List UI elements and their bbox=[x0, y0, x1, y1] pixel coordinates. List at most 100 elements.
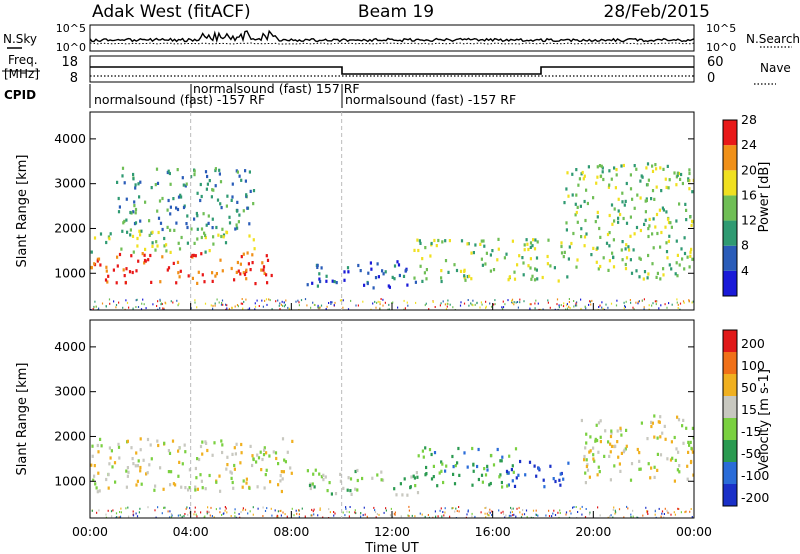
data-cell bbox=[646, 183, 649, 187]
data-cell bbox=[602, 177, 605, 182]
colorbar-tick-label: 24 bbox=[741, 137, 757, 152]
data-cell bbox=[118, 456, 121, 460]
colorbar-swatch bbox=[723, 270, 737, 296]
data-cell bbox=[106, 280, 109, 284]
data-cell bbox=[210, 304, 212, 307]
cpid-label: CPID bbox=[4, 88, 36, 102]
data-cell bbox=[172, 301, 174, 304]
data-cell bbox=[667, 239, 670, 243]
data-cell bbox=[425, 465, 428, 470]
data-cell bbox=[155, 167, 159, 171]
data-cell bbox=[580, 227, 583, 231]
data-cell bbox=[686, 477, 689, 481]
data-cell bbox=[659, 435, 662, 439]
data-cell bbox=[547, 299, 549, 302]
data-cell bbox=[199, 182, 202, 187]
data-cell bbox=[177, 271, 180, 275]
data-cell bbox=[138, 195, 141, 199]
data-cell bbox=[169, 483, 172, 487]
data-cell bbox=[280, 509, 282, 512]
data-cell bbox=[444, 469, 447, 473]
data-cell bbox=[262, 515, 264, 517]
data-cell bbox=[136, 479, 139, 483]
data-cell bbox=[568, 298, 570, 300]
x-tick-label: 00:00 bbox=[72, 524, 108, 539]
data-cell bbox=[667, 220, 671, 225]
data-cell bbox=[362, 514, 364, 517]
data-cell bbox=[218, 168, 221, 172]
data-cell bbox=[196, 191, 199, 195]
data-cell bbox=[656, 436, 659, 440]
data-cell bbox=[240, 511, 242, 514]
velocity-ylabel: Slant Range [km] bbox=[15, 363, 30, 476]
data-cell bbox=[455, 268, 459, 273]
data-cell bbox=[397, 306, 399, 309]
data-cell bbox=[463, 451, 466, 455]
data-cell bbox=[100, 444, 103, 448]
data-cell bbox=[234, 515, 236, 518]
data-cell bbox=[129, 210, 132, 215]
data-cell bbox=[571, 172, 574, 176]
data-cell bbox=[601, 166, 604, 170]
data-cell bbox=[343, 278, 346, 282]
data-cell bbox=[549, 464, 552, 468]
data-cell bbox=[210, 506, 212, 509]
data-cell bbox=[535, 474, 538, 478]
data-cell bbox=[225, 303, 227, 306]
data-cell bbox=[135, 483, 138, 487]
data-cell bbox=[666, 164, 669, 168]
data-cell bbox=[630, 462, 634, 466]
data-cell bbox=[560, 244, 563, 249]
data-cell bbox=[125, 507, 127, 510]
data-cell bbox=[132, 250, 135, 254]
data-cell bbox=[656, 271, 659, 275]
data-cell bbox=[443, 514, 445, 517]
data-cell bbox=[324, 475, 327, 479]
data-cell bbox=[169, 228, 172, 232]
data-cell bbox=[625, 221, 629, 225]
data-cell bbox=[494, 303, 496, 306]
data-cell bbox=[318, 277, 321, 281]
data-cell bbox=[360, 515, 362, 518]
colorbar-tick-label: 8 bbox=[741, 238, 749, 253]
data-cell bbox=[265, 468, 268, 472]
data-cell bbox=[613, 506, 615, 509]
data-cell bbox=[651, 262, 654, 266]
data-cell bbox=[116, 264, 119, 268]
data-cell bbox=[529, 303, 531, 306]
data-cell bbox=[567, 257, 570, 261]
data-cell bbox=[183, 443, 186, 447]
data-cell bbox=[200, 194, 203, 199]
data-cell bbox=[664, 225, 667, 229]
data-cell bbox=[660, 515, 662, 518]
data-cell bbox=[659, 245, 662, 249]
data-cell bbox=[607, 440, 610, 444]
data-cell bbox=[666, 217, 670, 221]
data-cell bbox=[406, 493, 409, 497]
data-cell bbox=[212, 242, 215, 246]
data-cell bbox=[684, 202, 687, 206]
data-cell bbox=[630, 301, 632, 304]
data-cell bbox=[125, 197, 128, 201]
data-cell bbox=[650, 424, 653, 429]
data-cell bbox=[563, 250, 566, 254]
data-cell bbox=[687, 440, 690, 444]
data-cell bbox=[117, 210, 121, 214]
data-cell bbox=[638, 275, 641, 279]
data-cell bbox=[363, 506, 365, 509]
data-cell bbox=[400, 515, 402, 518]
data-cell bbox=[691, 219, 694, 223]
data-cell bbox=[623, 307, 625, 310]
data-cell bbox=[195, 513, 197, 516]
data-cell bbox=[688, 443, 691, 447]
data-cell bbox=[306, 283, 309, 287]
data-cell bbox=[500, 459, 503, 463]
data-cell bbox=[641, 299, 643, 302]
data-cell bbox=[252, 457, 255, 462]
data-cell bbox=[440, 469, 443, 473]
data-cell bbox=[651, 164, 654, 168]
data-cell bbox=[471, 515, 473, 518]
data-cell bbox=[320, 266, 323, 270]
power-colorbar-label: Power [dB] bbox=[757, 162, 772, 233]
